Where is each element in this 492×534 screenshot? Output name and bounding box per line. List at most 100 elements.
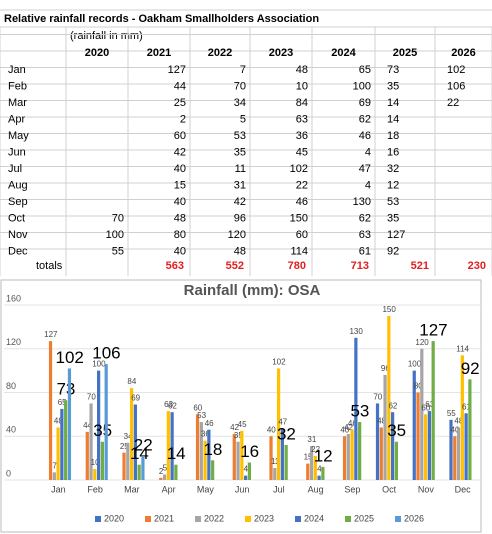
bar: [247, 462, 252, 480]
data-label: 18: [203, 440, 222, 459]
bar: [342, 436, 347, 480]
table-cell: 4: [365, 146, 371, 158]
data-label: 100: [408, 360, 422, 369]
bar: [129, 388, 134, 480]
bar: [317, 475, 321, 480]
table-cell: 100: [106, 229, 124, 241]
y-tick-label: 0: [6, 468, 11, 478]
month-label: Dec: [8, 245, 28, 257]
legend-label: 2020: [104, 513, 124, 523]
legend-swatch: [345, 516, 351, 522]
data-label: 114: [456, 344, 469, 353]
column-header: 2020: [85, 47, 109, 59]
data-label: 150: [382, 305, 396, 314]
bar: [100, 441, 105, 480]
table-cell: 15: [174, 179, 186, 191]
table-cell: 46: [296, 196, 308, 208]
bar: [207, 429, 211, 480]
month-label: Jan: [8, 64, 26, 76]
table-cell: 10: [296, 80, 308, 92]
table-cell: 102: [447, 64, 465, 76]
column-header: 2022: [208, 47, 232, 59]
data-label: 69: [131, 394, 140, 403]
table-cell: 40: [174, 245, 186, 257]
bar: [48, 341, 53, 480]
table-cell: 35: [387, 80, 399, 92]
table-cell: 106: [447, 80, 465, 92]
total-cell: 713: [351, 260, 369, 272]
data-label: 4: [244, 465, 249, 474]
bar: [203, 440, 207, 480]
table-cell: 45: [296, 146, 308, 158]
x-tick-label: Dec: [455, 484, 472, 494]
table-cell: 63: [359, 229, 371, 241]
table-cell: 96: [234, 212, 246, 224]
total-cell: 230: [468, 260, 486, 272]
bar: [464, 413, 468, 480]
totals-label: totals: [36, 260, 63, 272]
legend-label: 2021: [154, 513, 174, 523]
bar: [453, 436, 457, 480]
bar: [387, 315, 391, 480]
total-cell: 521: [411, 260, 429, 272]
table-cell: 48: [174, 212, 186, 224]
bar: [391, 412, 395, 480]
legend-swatch: [195, 516, 201, 522]
table-cell: 42: [234, 196, 246, 208]
bar: [126, 442, 130, 480]
bar: [423, 414, 428, 480]
bar: [468, 379, 472, 480]
table-cell: 7: [240, 64, 246, 76]
table-cell: 42: [174, 146, 186, 158]
table-cell: 5: [240, 113, 246, 125]
data-label: 5: [163, 464, 168, 473]
data-label: 16: [240, 442, 259, 461]
month-label: May: [8, 130, 29, 142]
data-label: 84: [127, 377, 136, 386]
column-header: 2026: [451, 47, 475, 59]
data-label: 60: [193, 403, 202, 412]
table-cell: 31: [234, 179, 246, 191]
bar: [199, 422, 203, 480]
bar: [379, 427, 383, 480]
data-label: 127: [44, 330, 58, 339]
table-cell: 36: [296, 130, 308, 142]
bar: [133, 404, 137, 480]
month-label: Nov: [8, 229, 28, 241]
bar: [427, 411, 431, 480]
bar: [460, 355, 464, 480]
data-label: 22: [311, 445, 320, 454]
legend-label: 2024: [304, 513, 324, 523]
data-label: 53: [350, 402, 369, 421]
table-cell: 34: [234, 97, 246, 109]
data-label: 80: [414, 382, 423, 391]
x-tick-label: Jun: [235, 484, 250, 494]
data-label: 48: [54, 417, 63, 426]
table-cell: 65: [359, 64, 371, 76]
table-cell: 62: [359, 212, 371, 224]
month-label: Oct: [8, 212, 25, 224]
table-cell: 120: [228, 229, 246, 241]
bar: [174, 464, 178, 480]
table-cell: 61: [359, 245, 371, 257]
table-cell: 22: [447, 97, 459, 109]
data-label: 40: [267, 425, 276, 434]
data-label: 10: [91, 458, 100, 467]
bar: [56, 427, 60, 480]
data-label: 12: [314, 446, 333, 465]
table-cell: 2: [180, 113, 186, 125]
bar: [244, 475, 248, 480]
data-label: 35: [387, 421, 406, 440]
table-cell: 35: [387, 212, 399, 224]
bar: [162, 474, 167, 480]
x-tick-label: Feb: [87, 484, 103, 494]
y-tick-label: 160: [6, 293, 21, 303]
table-cell: 70: [112, 212, 124, 224]
data-label: 70: [87, 393, 96, 402]
data-label: 120: [415, 338, 429, 347]
bar: [195, 414, 200, 480]
bar: [211, 460, 215, 480]
table-cell: 22: [296, 179, 308, 191]
month-label: Jun: [8, 146, 26, 158]
x-tick-label: Apr: [162, 484, 176, 494]
